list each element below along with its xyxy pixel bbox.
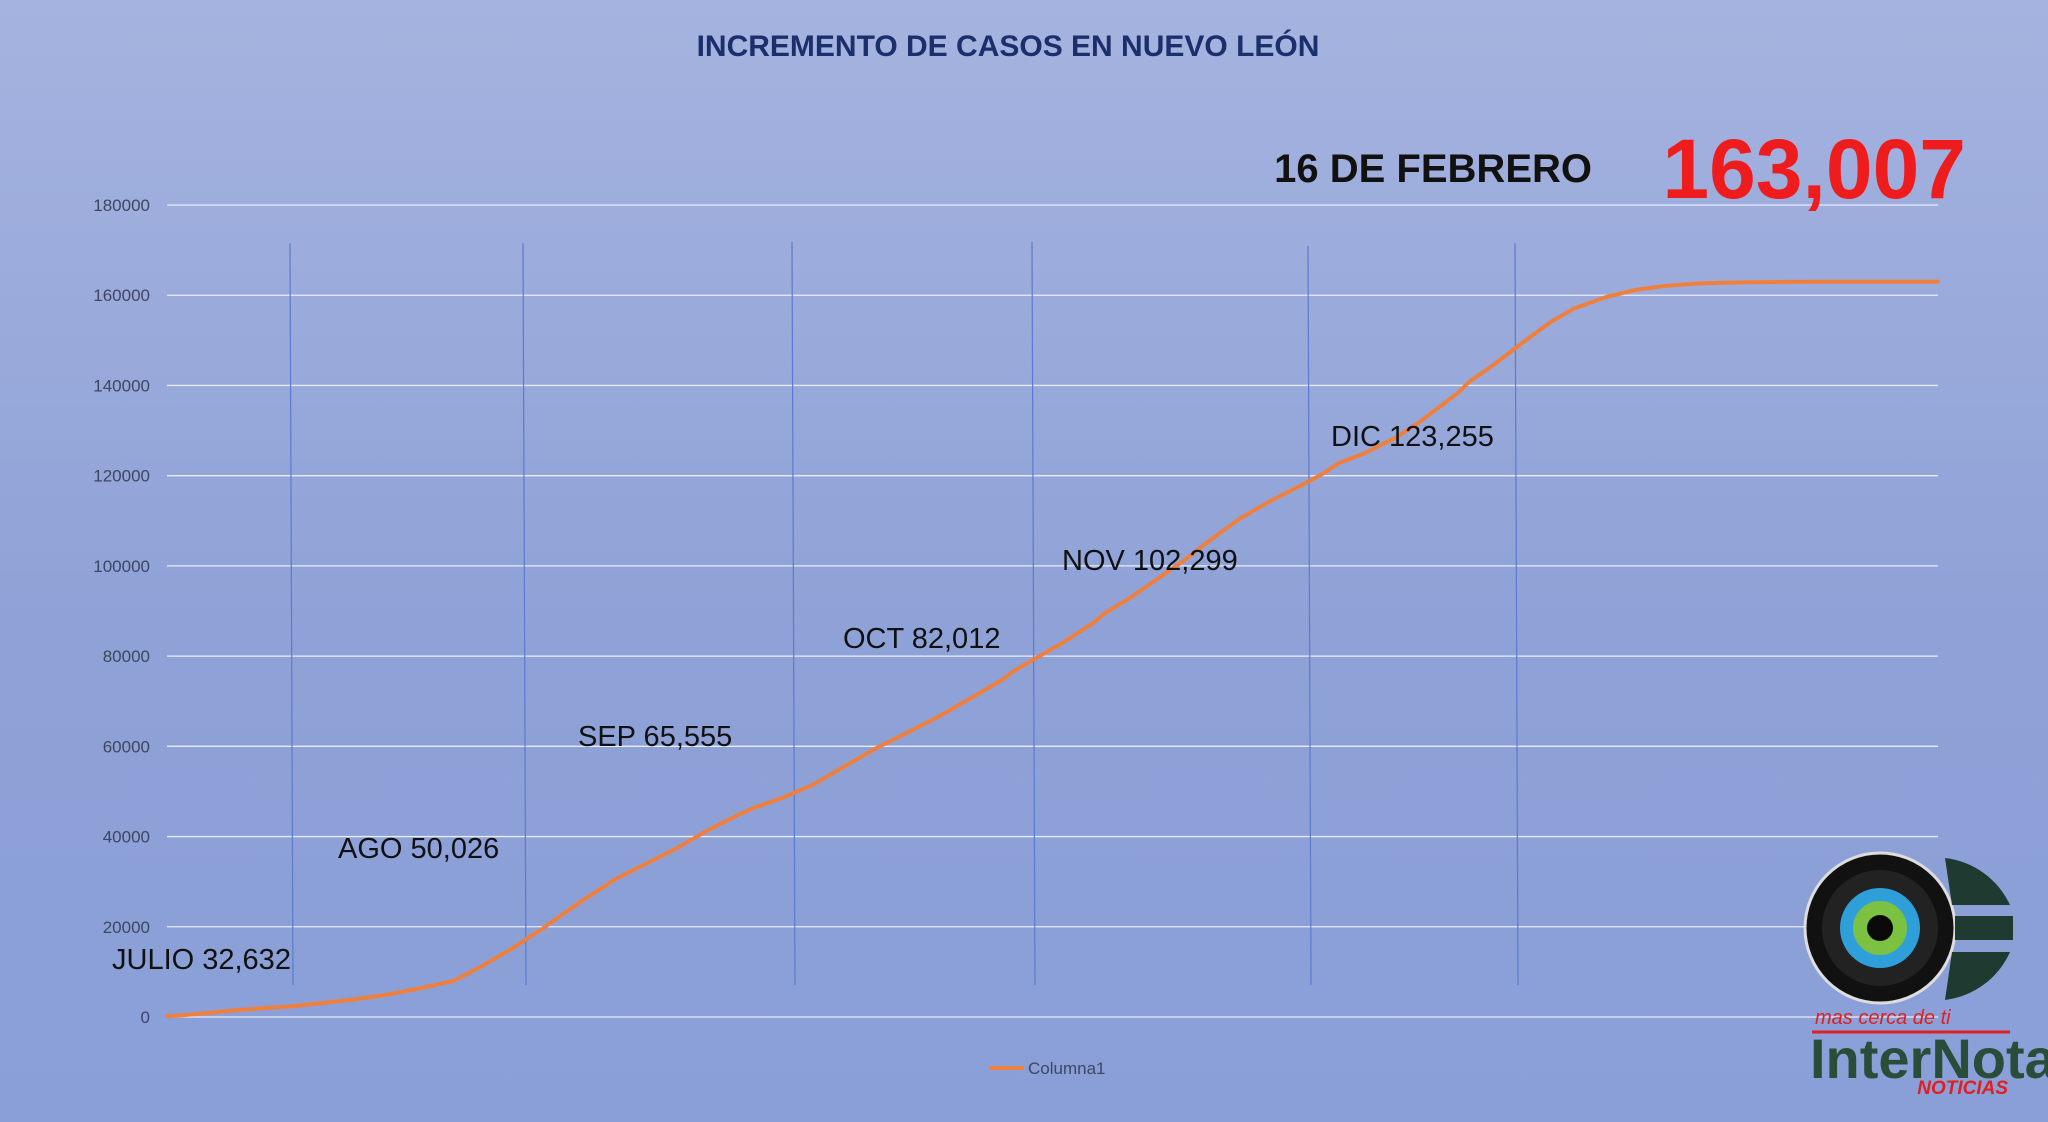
month-annotation: NOV 102,299: [1062, 545, 1238, 577]
month-annotation: SEP 65,555: [578, 721, 732, 753]
month-divider: [1307, 245, 1312, 986]
logo-tagline: mas cerca de ti: [1815, 1007, 1951, 1029]
highlight-date: 16 DE FEBRERO: [1274, 147, 1592, 191]
month-annotation: JULIO 32,632: [112, 944, 291, 976]
y-tick-label: 120000: [93, 467, 150, 486]
y-tick-label: 40000: [103, 828, 150, 847]
y-tick-label: 140000: [93, 376, 150, 395]
month-annotation: DIC 123,255: [1331, 421, 1494, 453]
y-tick-label: 100000: [93, 557, 150, 576]
grid: [167, 204, 1938, 1018]
month-annotations: JULIO 32,632 AGO 50,026 SEP 65,555 OCT 82,0…: [112, 421, 1494, 976]
logo-name: InterNota: [1810, 1027, 2048, 1090]
y-tick-label: 180000: [93, 196, 150, 215]
y-tick-label: 20000: [103, 918, 150, 937]
legend: Columna1: [990, 1059, 1106, 1078]
y-tick-label: 0: [141, 1008, 150, 1027]
legend-label: Columna1: [1028, 1059, 1106, 1078]
y-tick-label: 60000: [103, 737, 150, 756]
month-dividers: [289, 241, 1519, 986]
month-annotation: AGO 50,026: [338, 833, 499, 865]
month-divider: [791, 241, 796, 986]
camera-lens-icon: [1803, 851, 2013, 1005]
highlight-total: 163,007: [1662, 122, 1966, 216]
y-tick-label: 160000: [93, 286, 150, 305]
month-annotation: OCT 82,012: [843, 623, 1000, 655]
month-divider: [1031, 241, 1036, 986]
month-divider: [522, 242, 527, 986]
logo: mas cerca de ti InterNota NOTICIAS: [1803, 851, 2048, 1099]
logo-subtitle: NOTICIAS: [1917, 1078, 2008, 1099]
month-divider: [1514, 242, 1519, 986]
month-divider: [289, 242, 294, 986]
series-line: [165, 279, 1940, 1019]
chart-title: INCREMENTO DE CASOS EN NUEVO LEÓN: [697, 29, 1320, 63]
y-tick-label: 80000: [103, 647, 150, 666]
y-axis: 0 20000 40000 60000 80000 100000 120000 140000 1…: [93, 196, 150, 1027]
